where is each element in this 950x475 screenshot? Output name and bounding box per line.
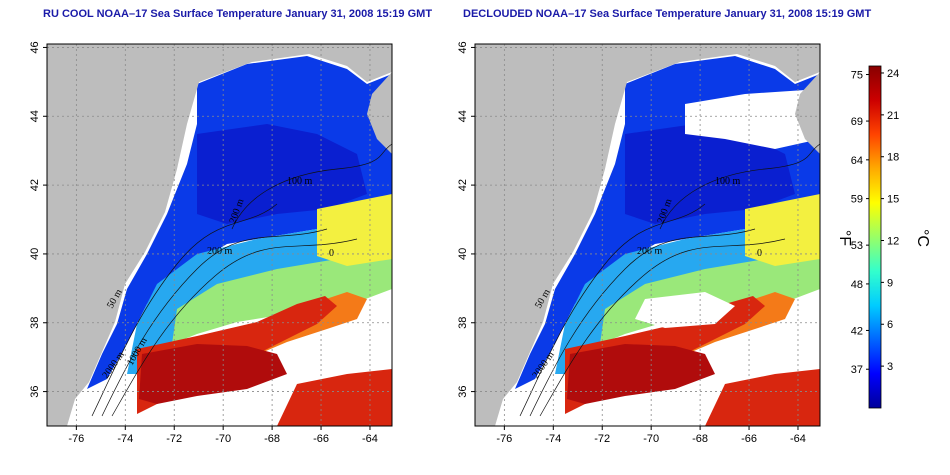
left-map-title: RU COOL NOAA–17 Sea Surface Temperature …: [43, 8, 433, 20]
map-frame: [474, 43, 821, 427]
isobath-label: 200 m: [637, 246, 663, 257]
celsius-tick-label: 21: [887, 110, 899, 122]
celsius-tick-label: 3: [887, 361, 893, 373]
colorbar-scale: [868, 65, 882, 409]
longitude-tick-label: -68: [692, 433, 708, 445]
isobath-line: [101, 228, 328, 417]
fahrenheit-tick-label: 48: [851, 279, 863, 291]
gulf-stream-warm-core: [139, 344, 287, 404]
isobath-label: 200 m: [207, 246, 233, 257]
longitude-tick-label: -72: [594, 433, 610, 445]
isobath-label: 100 m: [715, 176, 741, 187]
gulf-of-maine-water: [625, 124, 795, 224]
isobath-line: [519, 203, 706, 417]
longitude-tick-label: -74: [545, 433, 561, 445]
celsius-unit-label: °C: [914, 229, 931, 247]
latitude-tick-label: 36: [457, 385, 469, 397]
land-nova-scotia: [795, 72, 820, 154]
latitude-tick-label: 46: [457, 41, 469, 53]
data-gap: [685, 89, 820, 149]
fahrenheit-tick-label: 53: [851, 240, 863, 252]
latitude-tick-label: 40: [457, 248, 469, 260]
fahrenheit-unit-label: °F: [836, 230, 853, 246]
longitude-tick-label: -66: [313, 433, 329, 445]
longitude-tick-label: -68: [264, 433, 280, 445]
warm-eddy-region: [317, 194, 392, 266]
celsius-tick-label: 18: [887, 152, 899, 164]
celsius-tick-label: 6: [887, 319, 893, 331]
isobath-line: [231, 143, 392, 230]
fahrenheit-tick-label: 37: [851, 364, 863, 376]
data-gap: [635, 292, 735, 328]
latitude-tick-label: 42: [29, 179, 41, 191]
warm-eddy-region: [745, 194, 820, 266]
isobath-line: [529, 228, 756, 417]
slope-water-region: [172, 249, 392, 344]
data-gap: [715, 334, 820, 369]
isobath-line: [539, 238, 786, 417]
isobath-label: 100 m: [287, 176, 313, 187]
isobath-line: [659, 143, 820, 230]
longitude-tick-label: -64: [790, 433, 806, 445]
celsius-tick-label: 15: [887, 194, 899, 206]
longitude-tick-label: -74: [117, 433, 133, 445]
longitude-tick-label: -64: [362, 433, 378, 445]
latitude-tick-label: 44: [457, 110, 469, 122]
sargasso-warm-region: [277, 369, 392, 426]
latitude-tick-label: 40: [29, 248, 41, 260]
longitude-tick-label: -70: [215, 433, 231, 445]
gulf-of-maine-water: [197, 124, 367, 224]
land-mass: [475, 44, 820, 426]
fahrenheit-tick-label: 42: [851, 325, 863, 337]
latitude-tick-label: 36: [29, 385, 41, 397]
celsius-tick-label: 12: [887, 235, 899, 247]
fahrenheit-tick-label: 69: [851, 116, 863, 128]
colorbar: 24 21 18 15 12 9 6 3 75 69 64 59 53 48 42 37 °F °C: [836, 65, 931, 409]
isobath-line: [111, 238, 358, 417]
land-nova-scotia: [367, 72, 392, 154]
right-map-title: DECLOUDED NOAA–17 Sea Surface Temperatur…: [463, 8, 872, 20]
latitude-tick-label: 46: [29, 41, 41, 53]
isobath-line: [91, 203, 278, 417]
fahrenheit-tick-label: 59: [851, 194, 863, 206]
longitude-tick-label: -76: [496, 433, 512, 445]
isobath-label: 0: [757, 248, 762, 259]
fahrenheit-tick-label: 64: [851, 155, 863, 167]
fahrenheit-tick-label: 75: [851, 70, 863, 82]
longitude-tick-label: -76: [68, 433, 84, 445]
latitude-tick-label: 44: [29, 110, 41, 122]
celsius-tick-label: 24: [887, 68, 899, 80]
isobath-label: 0: [329, 248, 334, 259]
celsius-tick-label: 9: [887, 277, 893, 289]
latitude-tick-label: 42: [457, 179, 469, 191]
latitude-tick-label: 38: [29, 317, 41, 329]
latitude-tick-label: 38: [457, 317, 469, 329]
sargasso-warm-region: [705, 369, 820, 426]
gulf-stream-warm-core: [567, 344, 715, 404]
longitude-tick-label: -70: [643, 433, 659, 445]
longitude-tick-label: -66: [741, 433, 757, 445]
land-mass: [47, 44, 392, 426]
map-frame: [46, 43, 393, 427]
longitude-tick-label: -72: [166, 433, 182, 445]
